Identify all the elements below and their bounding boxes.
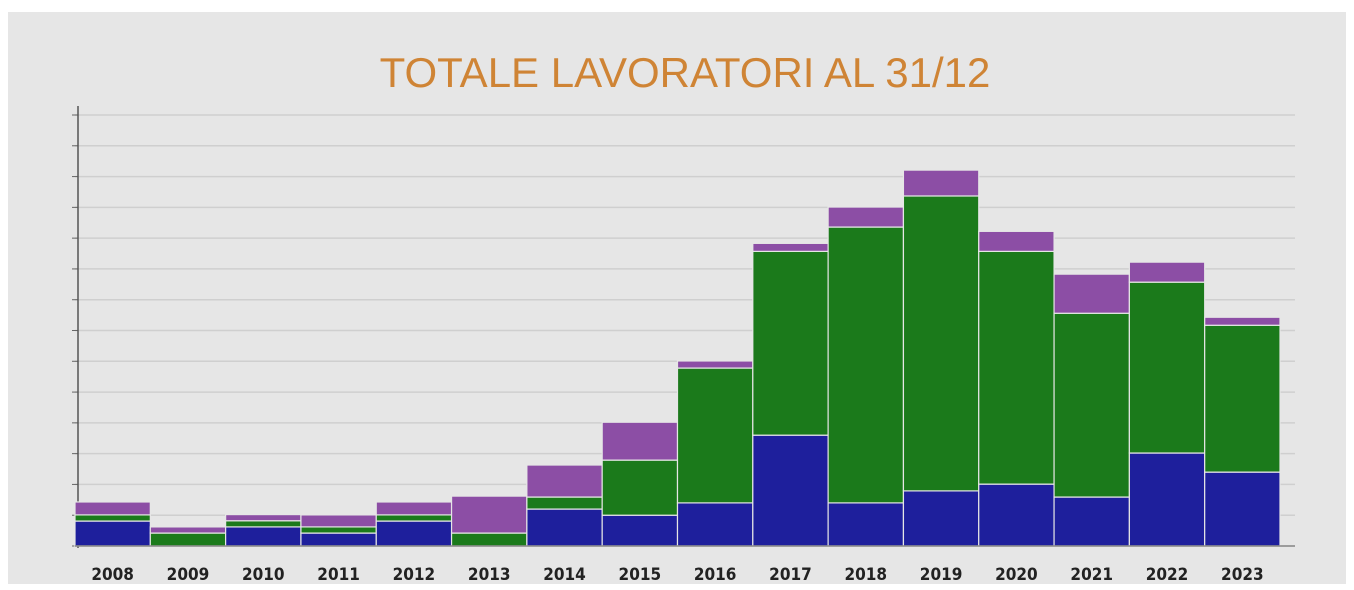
x-tick-label: 2013 [468, 565, 511, 585]
x-tick-label: 2019 [920, 565, 963, 585]
bar-segment [375, 514, 453, 522]
bar-segment [74, 514, 151, 522]
bar-segment [1204, 316, 1281, 326]
bar-segment [526, 508, 603, 547]
x-tick-label: 2016 [694, 565, 737, 585]
bar-segment [1128, 452, 1206, 547]
x-tick-label: 2014 [543, 565, 586, 585]
bar-segment [74, 520, 151, 547]
bar-segment [1204, 471, 1281, 547]
bar-segment [225, 513, 302, 522]
x-tick-label: 2009 [167, 565, 210, 585]
x-tick-label: 2015 [619, 565, 662, 585]
bar-segment [601, 421, 679, 461]
bar-segment [827, 502, 905, 547]
bar-segment [827, 226, 905, 504]
bar-segment [1053, 273, 1130, 314]
x-tick-label: 2021 [1070, 565, 1113, 585]
x-tick-label: 2012 [393, 565, 436, 585]
bar-segment [752, 250, 829, 436]
bar-segment [375, 501, 453, 516]
bar-segment [74, 501, 151, 516]
x-tick-label: 2020 [995, 565, 1038, 585]
bar-segment [1128, 281, 1206, 454]
bar-segment [978, 483, 1055, 547]
bar-segment [225, 520, 302, 528]
x-tick-label: 2018 [844, 565, 887, 585]
x-tick-label: 2017 [769, 565, 812, 585]
x-tick-label: 2023 [1221, 565, 1264, 585]
bar-segment [978, 250, 1055, 485]
bar-segment [149, 532, 227, 547]
bar-segment [526, 464, 603, 498]
bar-segment [601, 514, 679, 547]
bar-segment [149, 526, 227, 534]
bar-segment [752, 434, 829, 547]
bar-segment [375, 520, 453, 547]
bar-segment [676, 502, 754, 547]
bar-segment [225, 526, 302, 547]
chart-title: TOTALE LAVORATORI AL 31/12 [380, 49, 991, 96]
bar-segment [752, 242, 829, 252]
x-tick-label: 2010 [242, 565, 285, 585]
bar-segment [827, 206, 905, 228]
bar-segment [1053, 496, 1130, 547]
bar-segment [526, 496, 603, 510]
bar-segment [902, 195, 980, 492]
bar-segment [676, 367, 754, 504]
bar-segment [902, 490, 980, 547]
bar-segment [1128, 261, 1206, 283]
bar-segment [300, 514, 377, 528]
bar-segment [1204, 324, 1281, 473]
bar-segment [1053, 312, 1130, 498]
bar-segment [601, 459, 679, 516]
x-tick-label: 2022 [1146, 565, 1189, 585]
bar-segment [450, 532, 528, 547]
bar-segment [300, 526, 377, 534]
bar-segment [902, 169, 980, 197]
bar-segment [450, 495, 528, 534]
bar-segment [676, 360, 754, 369]
bar-segment [978, 230, 1055, 252]
x-tick-label: 2011 [317, 565, 360, 585]
x-tick-label: 2008 [91, 565, 134, 585]
bar-segment [300, 532, 377, 547]
